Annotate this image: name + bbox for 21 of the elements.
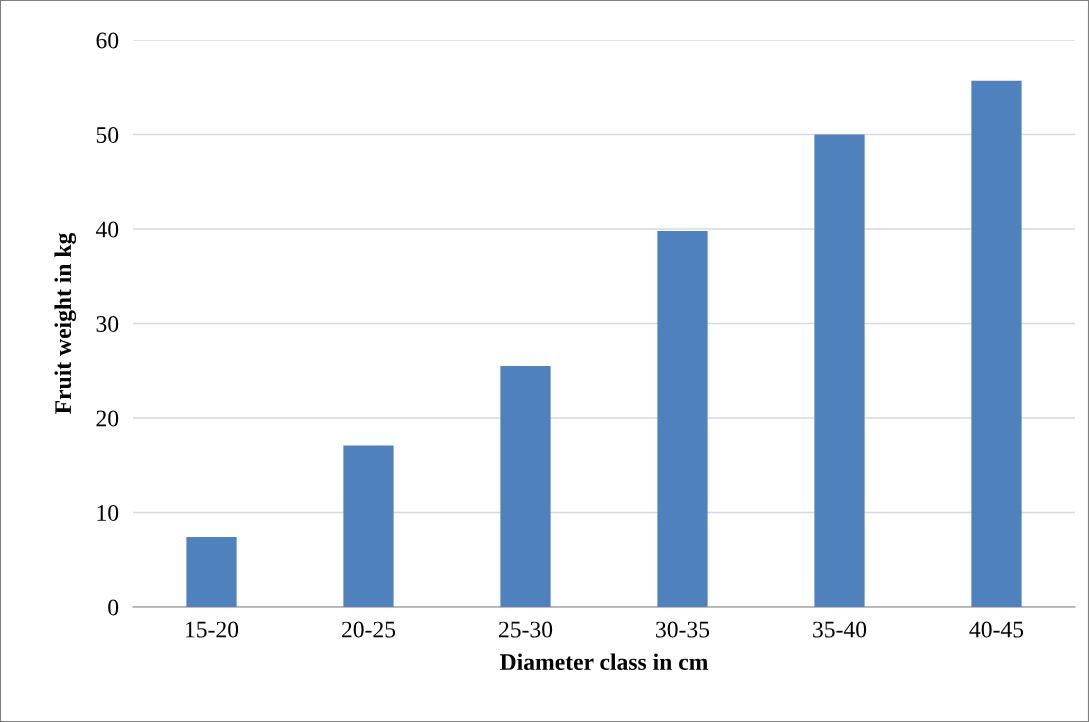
x-axis-title: Diameter class in cm [500,653,708,671]
x-tick-label: 25-30 [498,621,553,638]
bar [343,445,394,607]
y-tick-label: 50 [96,126,119,143]
bar [814,134,865,607]
y-tick-label: 60 [96,32,119,49]
y-tick-label: 0 [108,599,119,616]
y-axis-title: Fruit weight in kg [54,232,77,414]
bar [971,80,1022,607]
y-tick-label: 30 [96,315,119,332]
y-tick-label: 10 [97,504,119,521]
x-tick-label: 30-35 [656,621,710,638]
x-tick-label: 40-45 [969,621,1024,638]
y-tick-label: 40 [95,221,119,238]
x-tick-label: 15-20 [186,621,239,638]
bar [500,366,551,607]
bar [657,230,708,607]
x-tick-label: 20-25 [341,621,396,638]
bar [186,537,237,607]
x-tick-label: 35-40 [813,621,867,638]
y-tick-label: 20 [96,410,119,427]
